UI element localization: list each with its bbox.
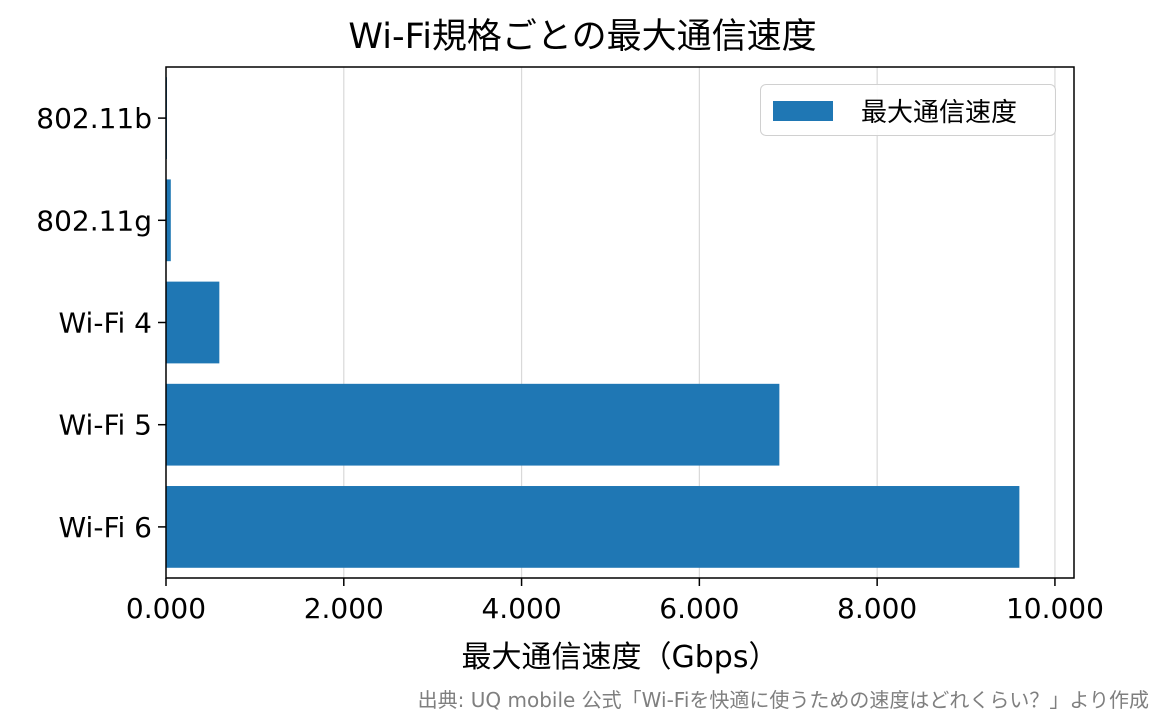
bar (166, 179, 171, 262)
y-tick-label: 802.11g (36, 204, 152, 237)
x-tick-label: 2.000 (304, 592, 384, 625)
source-note: 出典: UQ mobile 公式「Wi-Fiを快適に使うための速度はどれくらい？… (417, 688, 1149, 712)
y-tick-label: Wi-Fi 5 (58, 409, 152, 442)
bar (166, 486, 1020, 568)
y-tick-label: Wi-Fi 4 (58, 307, 152, 340)
x-tick-label: 4.000 (481, 592, 561, 625)
x-tick-label: 10.000 (1006, 592, 1104, 625)
legend-swatch (773, 101, 833, 121)
x-axis-label: 最大通信速度（Gbps） (461, 640, 779, 675)
y-axis: 802.11b 802.11g Wi-Fi 4 Wi-Fi 5 Wi-Fi 6 (36, 102, 166, 544)
y-tick-label: Wi-Fi 6 (58, 511, 152, 544)
bars (166, 77, 1020, 568)
y-tick-label: 802.11b (36, 102, 152, 135)
legend: 最大通信速度 (760, 84, 1056, 136)
bar (166, 383, 780, 466)
legend-label: 最大通信速度 (861, 98, 1018, 128)
chart-title: Wi-Fi規格ごとの最大通信速度 (348, 17, 817, 57)
bar (166, 281, 220, 364)
x-tick-label: 8.000 (837, 592, 917, 625)
x-tick-label: 6.000 (659, 592, 739, 625)
x-axis: 0.000 2.000 4.000 6.000 8.000 10.000 (126, 578, 1104, 625)
x-tick-label: 0.000 (126, 592, 206, 625)
